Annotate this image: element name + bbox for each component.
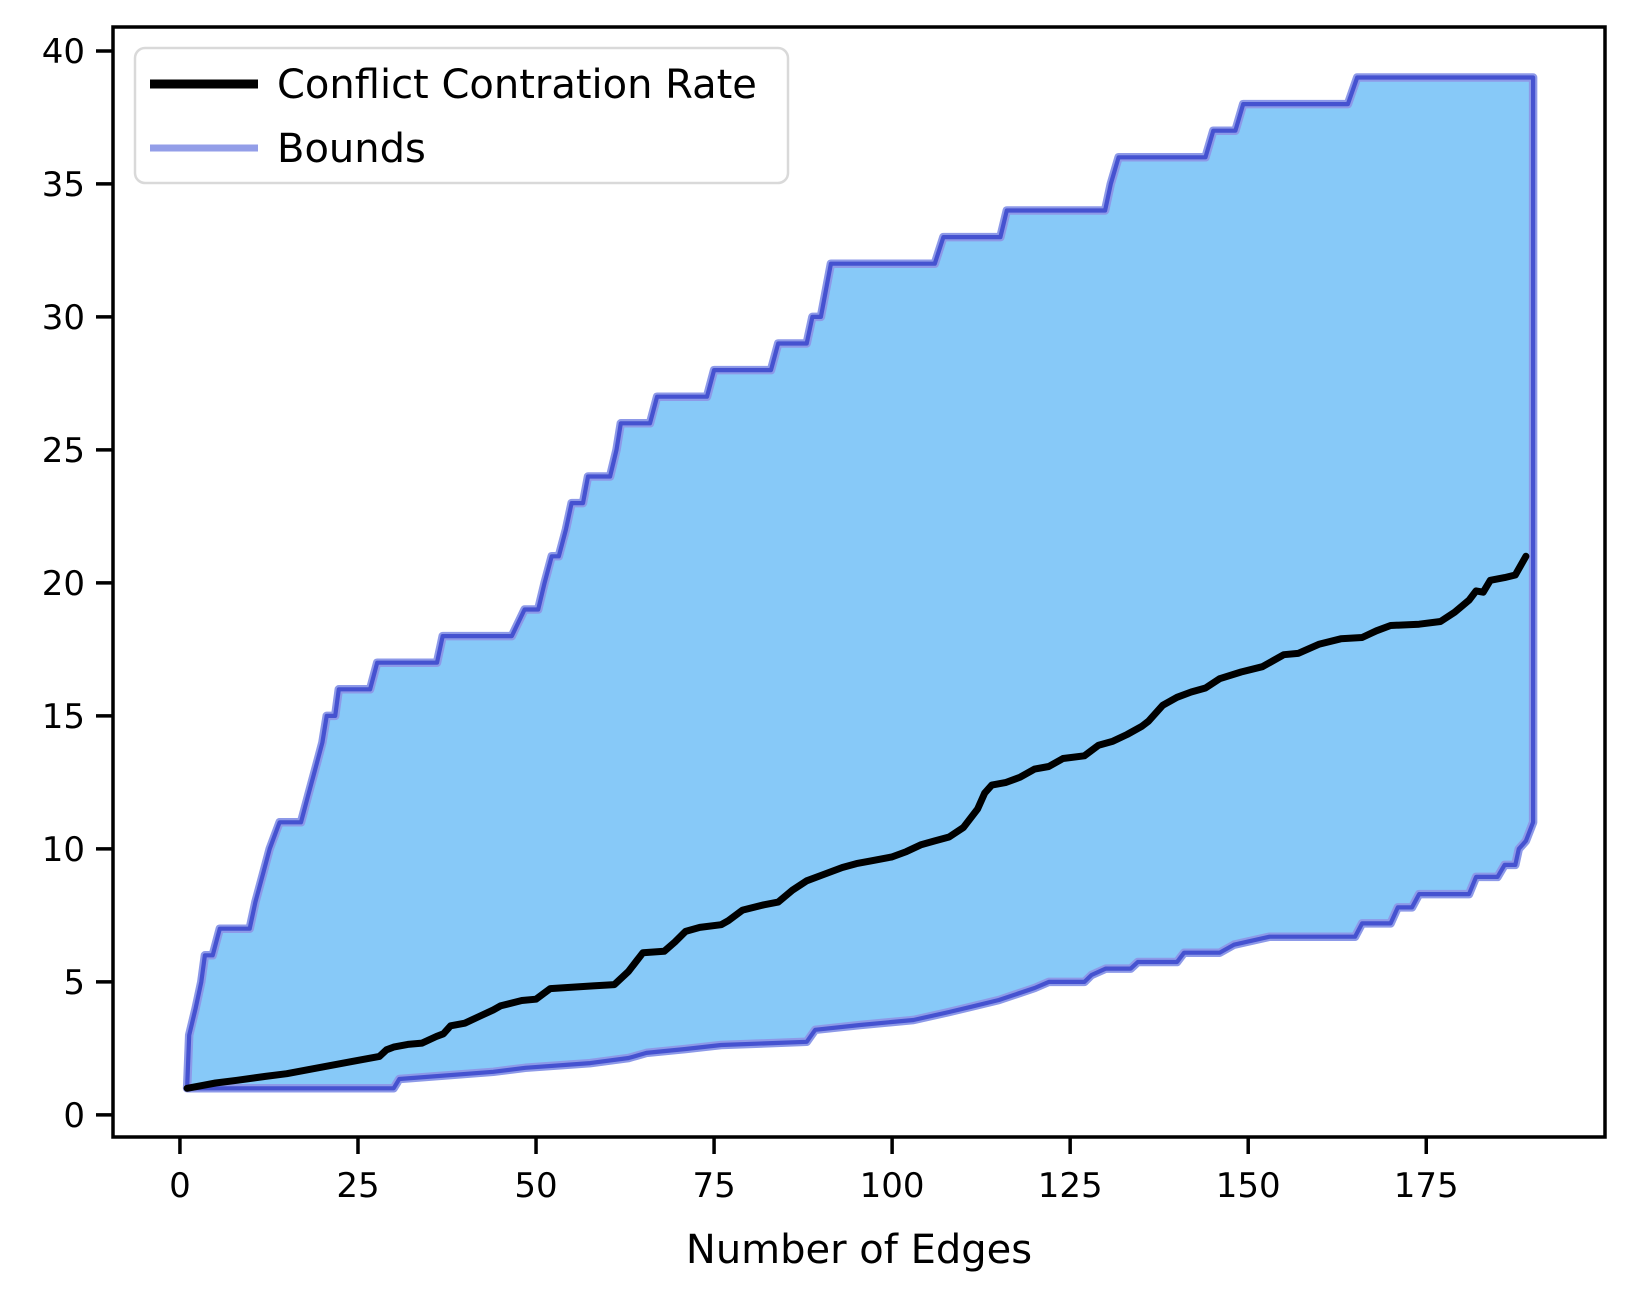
x-tick-label: 100 [860,1166,925,1206]
x-tick-label: 0 [169,1166,191,1206]
x-axis-label: Number of Edges [686,1227,1032,1273]
x-tick-label: 25 [336,1166,379,1206]
y-tick-label: 40 [42,32,85,72]
y-tick-label: 35 [42,165,85,205]
x-tick-label: 125 [1038,1166,1103,1206]
y-tick-label: 5 [63,963,85,1003]
legend-box [133,46,790,185]
y-tick-label: 25 [42,431,85,471]
y-tick-label: 30 [42,298,85,338]
y-tick-label: 10 [42,830,85,870]
y-tick-label: 20 [42,564,85,604]
bounds-fill-region [187,77,1534,1089]
x-tick-label: 175 [1394,1166,1459,1206]
plot-area: 0 25 50 75 100 125 150 175 0 5 10 15 20 25 30 35 40 [42,25,1607,1206]
x-tick-label: 50 [514,1166,557,1206]
rate-line [183,552,1530,1092]
legend: Conflict Contration Rate Bounds [133,46,790,185]
x-tick-label: 150 [1216,1166,1281,1206]
legend-label-rate: Conflict Contration Rate [277,62,757,108]
x-tick-label: 75 [692,1166,735,1206]
y-tick-label: 0 [63,1096,85,1136]
legend-label-bounds: Bounds [277,126,426,172]
bounds-line [185,75,1536,1091]
y-tick-label: 15 [42,697,85,737]
